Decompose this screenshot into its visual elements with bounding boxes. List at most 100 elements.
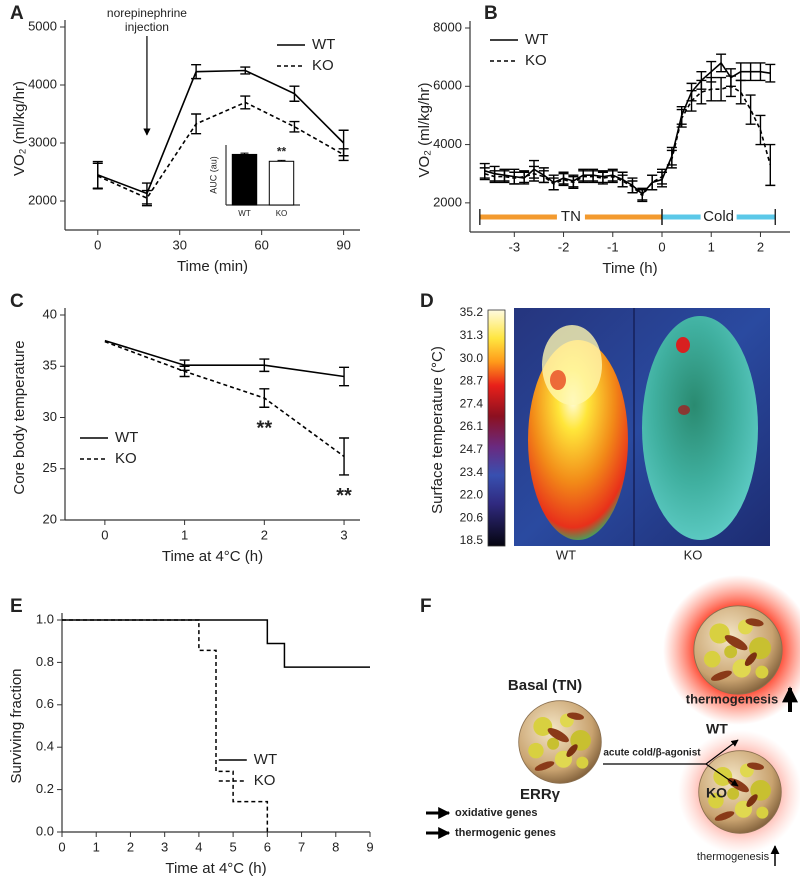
x-tick-label: -1 [607, 239, 619, 254]
y-tick-label: 0.2 [36, 781, 54, 796]
y-axis-label: AUC (au) [208, 156, 218, 194]
error-bar [637, 189, 648, 203]
colorbar-tick-label: 20.6 [460, 510, 484, 524]
x-tick-label: 0 [58, 839, 65, 854]
colorbar-tick-label: 28.7 [460, 374, 484, 388]
x-axis-label: Time at 4°C (h) [162, 548, 263, 565]
annotation: injection [125, 20, 169, 34]
colorbar-tick-label: 26.1 [460, 419, 484, 433]
error-bar [578, 170, 589, 184]
error-bar [735, 79, 746, 105]
error-bar [191, 64, 202, 80]
wt-mouse-head [542, 325, 602, 405]
error-bar [765, 143, 776, 187]
panel-label: E [10, 596, 23, 617]
y-tick-label: 1.0 [36, 611, 54, 626]
annotation: norepinephrine [107, 6, 187, 20]
error-bar [755, 114, 766, 146]
x-tick-label: 2 [261, 527, 268, 542]
error-bar [745, 62, 756, 82]
panel-label: C [10, 291, 24, 312]
error-bar [647, 174, 658, 191]
y-axis-label: Core body temperature [11, 340, 28, 494]
x-axis-label: Time at 4°C (h) [165, 860, 266, 877]
error-bar [706, 76, 717, 102]
outcome-result: thermogenesis [697, 851, 770, 863]
outcome-result: thermogenesis [686, 691, 778, 706]
x-tick-label: 1 [93, 839, 100, 854]
phase-label: Cold [703, 208, 734, 225]
y-tick-label: 0.8 [36, 654, 54, 669]
error-bar [696, 79, 707, 105]
error-bar [725, 75, 736, 98]
error-bar [558, 173, 569, 187]
colorbar-tick-label: 22.0 [460, 488, 484, 502]
y-axis-label: Surviving fraction [8, 668, 25, 783]
line [104, 339, 345, 378]
error-bar [529, 165, 539, 182]
x-tick-label: 8 [332, 839, 339, 854]
legend-label: WT [525, 31, 548, 48]
x-tick-label: 1 [181, 527, 188, 542]
thermal-image [514, 308, 770, 546]
x-tick-label: 3 [340, 527, 347, 542]
error-bar [259, 388, 270, 408]
y-axis-label: VO₂ (ml/kg/hr) [416, 83, 433, 178]
error-bar [568, 175, 579, 189]
error-bar [755, 62, 766, 82]
error-bar [676, 108, 687, 128]
legend-label: WT [254, 751, 277, 768]
error-bar [617, 174, 628, 188]
y-tick-label: 20 [43, 511, 57, 526]
legend-label: WT [312, 36, 335, 53]
wt-mouse-ear [550, 370, 566, 390]
y-tick-label: 0.4 [36, 739, 54, 754]
x-axis-label: Time (h) [602, 260, 657, 277]
error-bar [765, 63, 776, 83]
error-bar [179, 365, 190, 378]
significance: ** [257, 418, 273, 440]
error-bar [489, 170, 500, 184]
y-tick-label: 25 [43, 460, 57, 475]
error-bar [92, 162, 103, 190]
subject-label: WT [556, 547, 576, 562]
survival-step [62, 619, 269, 832]
y-tick-label: 3000 [28, 134, 57, 149]
x-tick-label: 0 [658, 239, 665, 254]
error-bar [519, 170, 530, 184]
legend-label: KO [312, 57, 334, 74]
y-tick-label: 8000 [433, 19, 462, 34]
gene-label: thermogenic genes [455, 827, 556, 839]
y-tick-label: 4000 [433, 136, 462, 151]
x-tick-label: KO [276, 209, 288, 218]
x-tick-label: 2 [757, 239, 764, 254]
legend-label: KO [254, 772, 276, 789]
phase-label-bg [556, 209, 585, 225]
error-bar [657, 168, 667, 185]
y-tick-label: 4000 [28, 76, 57, 91]
y-tick-label: 0.0 [36, 823, 54, 838]
error-bar [339, 437, 350, 476]
colorbar-tick-label: 30.0 [460, 351, 484, 365]
error-bar [277, 159, 286, 162]
line [484, 85, 772, 197]
line [484, 61, 771, 196]
colorbar-label: Surface temperature (°C) [429, 346, 446, 514]
subject-label: KO [684, 547, 703, 562]
colorbar-tick-label: 35.2 [460, 305, 484, 319]
panel-label: B [484, 3, 498, 24]
colorbar-tick-label: 18.5 [460, 533, 484, 547]
x-tick-label: 0 [94, 237, 101, 252]
wt-cell [693, 605, 783, 695]
x-axis-label: Time (min) [177, 258, 248, 275]
ko-mouse-spot [676, 337, 690, 353]
error-bar [499, 170, 510, 184]
x-tick-label: 90 [336, 237, 350, 252]
y-tick-label: 30 [43, 409, 57, 424]
error-bar [666, 149, 677, 169]
colorbar-tick-label: 27.4 [460, 396, 484, 410]
panel-label: A [10, 3, 24, 24]
y-tick-label: 0.6 [36, 696, 54, 711]
